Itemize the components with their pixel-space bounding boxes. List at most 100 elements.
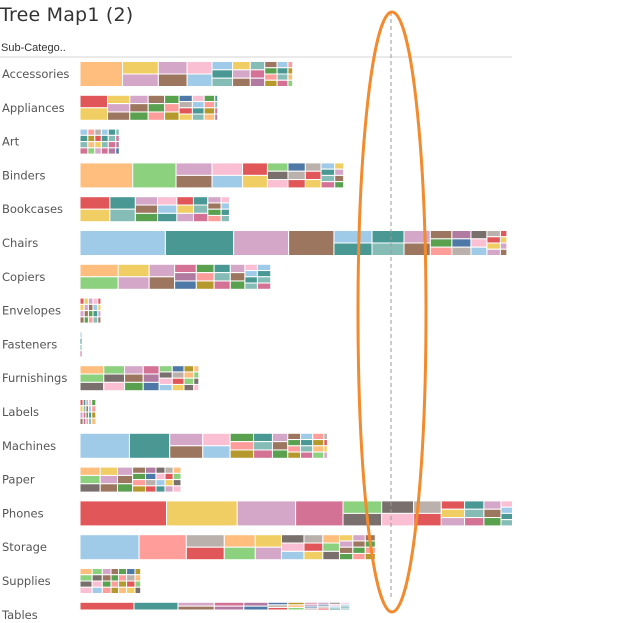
treemap-cell[interactable]	[256, 270, 272, 278]
treemap-cell[interactable]	[229, 432, 255, 443]
treemap-cell[interactable]	[145, 472, 157, 481]
treemap-cell[interactable]	[295, 500, 344, 527]
treemap-cell[interactable]	[193, 371, 200, 379]
treemap-cell[interactable]	[147, 94, 166, 105]
treemap-cell[interactable]	[91, 399, 97, 407]
treemap-cell[interactable]	[178, 107, 193, 115]
treemap-cell[interactable]	[271, 441, 289, 451]
treemap-cell[interactable]	[202, 432, 231, 447]
treemap-cell[interactable]	[211, 162, 244, 176]
treemap-cell[interactable]	[323, 451, 328, 459]
treemap-cell[interactable]	[322, 550, 340, 561]
treemap-cell[interactable]	[118, 586, 128, 594]
treemap-cell[interactable]	[94, 147, 102, 155]
treemap-cell[interactable]	[220, 196, 230, 204]
treemap-cell[interactable]	[97, 303, 102, 312]
treemap-cell[interactable]	[117, 276, 150, 290]
treemap-cell[interactable]	[464, 517, 485, 527]
treemap-cell[interactable]	[91, 411, 97, 419]
treemap-cell[interactable]	[323, 439, 328, 447]
treemap-cell[interactable]	[256, 263, 272, 272]
treemap-cell[interactable]	[91, 417, 97, 425]
treemap-cell[interactable]	[118, 574, 128, 582]
treemap-cell[interactable]	[483, 517, 502, 527]
treemap-cell[interactable]	[195, 263, 215, 274]
treemap-cell[interactable]	[142, 365, 160, 375]
treemap-cell[interactable]	[107, 94, 131, 105]
treemap-cell[interactable]	[266, 162, 289, 172]
treemap-cell[interactable]	[300, 432, 314, 441]
treemap-cell[interactable]	[232, 77, 251, 87]
treemap-cell[interactable]	[116, 474, 134, 485]
treemap-cell[interactable]	[116, 466, 134, 476]
treemap-cell[interactable]	[342, 512, 383, 527]
treemap-cell[interactable]	[79, 337, 83, 345]
treemap-cell[interactable]	[138, 534, 187, 561]
treemap-cell[interactable]	[287, 162, 306, 172]
treemap-cell[interactable]	[145, 479, 157, 487]
treemap-cell[interactable]	[87, 297, 94, 305]
treemap-cell[interactable]	[126, 568, 136, 576]
treemap-cell[interactable]	[107, 103, 131, 113]
treemap-cell[interactable]	[87, 134, 96, 143]
treemap-cell[interactable]	[145, 466, 157, 474]
treemap-cell[interactable]	[115, 147, 120, 155]
treemap-cell[interactable]	[440, 500, 466, 510]
treemap-cell[interactable]	[381, 500, 415, 514]
treemap-cell[interactable]	[158, 377, 173, 385]
treemap-cell[interactable]	[155, 485, 166, 493]
treemap-cell[interactable]	[287, 67, 294, 75]
treemap-cell[interactable]	[110, 574, 120, 582]
treemap-cell[interactable]	[177, 601, 215, 607]
treemap-cell[interactable]	[499, 230, 508, 238]
treemap-cell[interactable]	[79, 230, 166, 256]
treemap-cell[interactable]	[334, 168, 345, 176]
treemap-cell[interactable]	[178, 101, 193, 109]
treemap-cell[interactable]	[211, 77, 234, 87]
treemap-cell[interactable]	[223, 546, 256, 561]
treemap-cell[interactable]	[322, 542, 340, 552]
treemap-cell[interactable]	[79, 574, 93, 582]
treemap-cell[interactable]	[312, 439, 325, 447]
treemap-cell[interactable]	[429, 238, 453, 248]
treemap-cell[interactable]	[169, 445, 204, 459]
treemap-cell[interactable]	[334, 181, 345, 189]
treemap-cell[interactable]	[79, 310, 85, 318]
treemap-cell[interactable]	[79, 141, 89, 149]
treemap-cell[interactable]	[79, 134, 89, 143]
treemap-cell[interactable]	[202, 445, 231, 459]
treemap-cell[interactable]	[214, 101, 219, 109]
treemap-cell[interactable]	[254, 546, 282, 561]
treemap-cell[interactable]	[100, 141, 109, 149]
treemap-cell[interactable]	[110, 586, 120, 594]
treemap-cell[interactable]	[79, 147, 89, 155]
treemap-cell[interactable]	[499, 248, 508, 256]
treemap-cell[interactable]	[213, 280, 231, 290]
treemap-cell[interactable]	[176, 212, 194, 223]
treemap-cell[interactable]	[186, 73, 213, 87]
treemap-cell[interactable]	[79, 276, 119, 290]
treemap-cell[interactable]	[499, 236, 508, 244]
treemap-cell[interactable]	[91, 568, 103, 576]
treemap-cell[interactable]	[79, 107, 109, 121]
treemap-cell[interactable]	[464, 508, 485, 519]
treemap-cell[interactable]	[155, 479, 166, 487]
treemap-cell[interactable]	[132, 162, 177, 189]
treemap-cell[interactable]	[157, 212, 178, 223]
treemap-cell[interactable]	[317, 607, 330, 611]
treemap-cell[interactable]	[429, 246, 453, 256]
treemap-cell[interactable]	[288, 230, 335, 256]
treemap-cell[interactable]	[134, 568, 142, 576]
treemap-cell[interactable]	[79, 331, 83, 339]
treemap-cell[interactable]	[134, 196, 159, 206]
treemap-cell[interactable]	[500, 519, 513, 527]
treemap-cell[interactable]	[134, 574, 142, 582]
treemap-cell[interactable]	[486, 242, 501, 250]
treemap-cell[interactable]	[128, 432, 171, 459]
treemap-cell[interactable]	[256, 276, 272, 284]
treemap-cell[interactable]	[157, 204, 178, 214]
treemap-cell[interactable]	[99, 474, 118, 485]
treemap-cell[interactable]	[185, 546, 225, 561]
treemap-cell[interactable]	[83, 303, 89, 312]
treemap-cell[interactable]	[126, 574, 136, 582]
